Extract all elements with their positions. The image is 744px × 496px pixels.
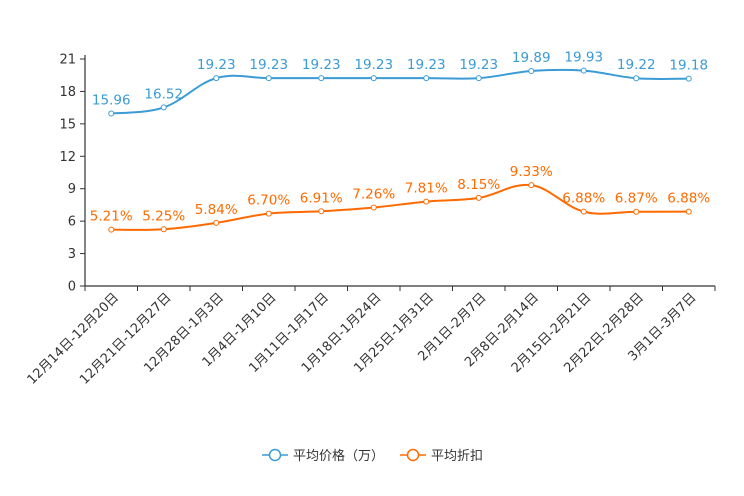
y-tick-label: 12: [59, 150, 76, 165]
data-label: 6.88%: [667, 191, 710, 207]
data-label: 19.23: [407, 57, 446, 73]
data-label: 5.21%: [90, 209, 133, 225]
data-label: 19.23: [459, 57, 498, 73]
data-point: [528, 67, 535, 74]
data-label: 6.87%: [615, 191, 658, 207]
data-label: 19.89: [512, 50, 551, 66]
data-point: [318, 208, 325, 215]
data-label: 5.84%: [195, 202, 238, 218]
legend-label: 平均折扣: [431, 449, 483, 464]
data-point: [318, 75, 325, 82]
data-point: [633, 208, 640, 215]
data-label: 16.52: [144, 86, 183, 102]
data-label: 9.33%: [510, 164, 553, 180]
data-label: 19.23: [354, 57, 393, 73]
data-label: 5.25%: [142, 208, 185, 224]
data-point: [475, 75, 482, 82]
data-label: 8.15%: [457, 177, 500, 193]
y-tick-label: 6: [68, 215, 76, 230]
data-point: [685, 208, 692, 215]
data-point: [213, 219, 220, 226]
data-label: 19.23: [302, 57, 341, 73]
y-tick-label: 21: [59, 53, 76, 68]
data-label: 6.88%: [562, 191, 605, 207]
data-point: [108, 226, 115, 233]
data-point: [265, 75, 272, 82]
data-label: 19.23: [249, 57, 288, 73]
data-point: [423, 198, 430, 205]
x-tick-label: 12月14日-12月20日: [25, 290, 122, 387]
data-label: 15.96: [92, 92, 131, 108]
data-point: [580, 208, 587, 215]
data-label: 6.70%: [247, 193, 290, 209]
data-label: 19.18: [669, 58, 708, 74]
y-tick-label: 15: [59, 117, 76, 132]
data-point: [475, 194, 482, 201]
y-tick-label: 9: [68, 182, 76, 197]
data-label: 19.93: [564, 50, 603, 66]
data-point: [160, 104, 167, 111]
data-label: 6.91%: [300, 190, 343, 206]
data-point: [370, 75, 377, 82]
y-tick-label: 18: [59, 85, 76, 100]
data-label: 7.81%: [405, 181, 448, 197]
legend-marker-icon: [268, 448, 282, 462]
data-point: [685, 75, 692, 82]
data-point: [633, 75, 640, 82]
data-label: 19.23: [197, 57, 236, 73]
data-point: [265, 210, 272, 217]
series-line-1: [111, 183, 689, 231]
data-point: [580, 67, 587, 74]
data-label: 19.22: [617, 57, 656, 73]
legend-label: 平均价格（万）: [293, 448, 384, 464]
series-line-0: [111, 68, 689, 115]
data-point: [528, 182, 535, 189]
data-point: [213, 75, 220, 82]
x-tick-label: 12月21日-12月27日: [77, 290, 174, 387]
data-point: [160, 226, 167, 233]
data-point: [370, 204, 377, 211]
legend-marker-icon: [406, 448, 420, 462]
data-point: [423, 75, 430, 82]
data-point: [108, 110, 115, 117]
data-label: 7.26%: [352, 187, 395, 203]
y-tick-label: 0: [68, 280, 76, 295]
y-tick-label: 3: [68, 247, 76, 262]
